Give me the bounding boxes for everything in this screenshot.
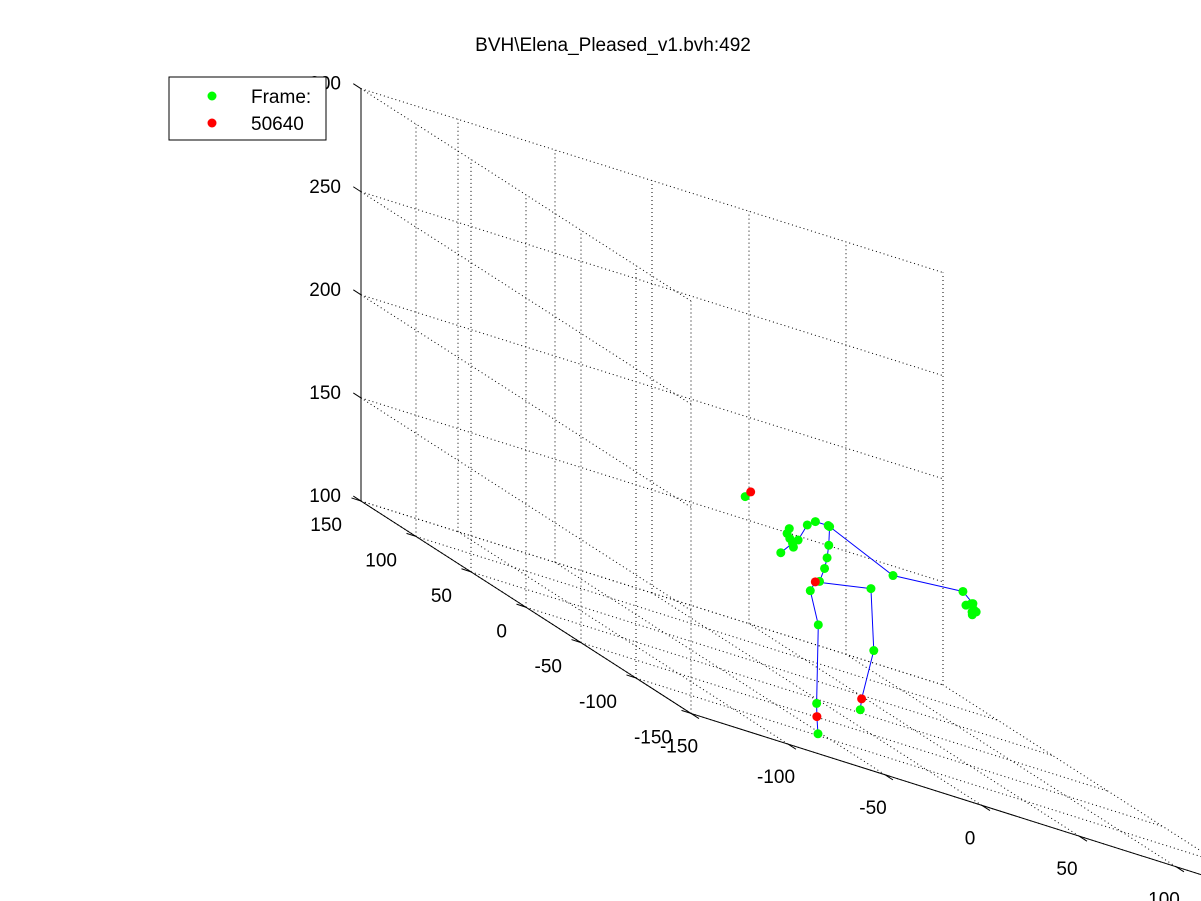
joint-marker xyxy=(888,571,898,581)
z-tick-mark xyxy=(353,495,362,502)
joint-marker xyxy=(820,563,830,573)
y-tick-mark xyxy=(626,674,637,679)
highlight-joint-marker xyxy=(857,694,867,704)
grid-line-floor-y xyxy=(580,642,1164,828)
joint-marker xyxy=(802,520,812,530)
x-tick-label: -150 xyxy=(660,736,698,757)
y-tick-mark xyxy=(516,603,527,608)
grid-line-back-z xyxy=(360,88,944,274)
x-tick-mark xyxy=(1078,835,1088,842)
skeleton-bone xyxy=(870,588,875,651)
legend[interactable]: Frame: 50640 xyxy=(168,76,327,141)
y-tick-label: 150 xyxy=(310,515,342,536)
grid-line-left-z xyxy=(360,88,692,302)
joint-marker xyxy=(813,729,823,739)
skeleton-bone xyxy=(809,590,819,625)
x-tick-mark xyxy=(690,713,700,720)
grid-line-back-z xyxy=(360,191,944,377)
z-tick-mark xyxy=(353,392,362,399)
highlight-joint-marker xyxy=(812,712,822,722)
grid-line-floor-y xyxy=(470,571,1054,757)
y-tick-mark xyxy=(461,568,472,573)
grid-line-floor-y xyxy=(635,677,1201,858)
z-tick-label: 250 xyxy=(309,177,341,198)
grid-line-floor-x xyxy=(942,684,1201,852)
joint-marker xyxy=(958,586,968,596)
grid-line-floor-x xyxy=(457,531,789,745)
joint-marker xyxy=(869,646,879,656)
y-tick-label: -50 xyxy=(535,657,562,678)
plot-area xyxy=(740,487,981,739)
skeleton-bone xyxy=(815,581,872,590)
z-tick-label: 100 xyxy=(309,486,341,507)
grid-line-left-z xyxy=(360,397,692,611)
legend-label-50640: 50640 xyxy=(251,114,304,135)
x-tick-label: -50 xyxy=(859,798,886,819)
y-tick-label: 0 xyxy=(496,621,507,642)
grid-line-left-z xyxy=(360,191,692,405)
joint-marker xyxy=(855,705,865,715)
joint-marker xyxy=(971,607,981,617)
grid-line-floor-y xyxy=(415,535,999,721)
x-tick-mark xyxy=(1175,866,1185,873)
axes xyxy=(351,83,1201,876)
grid-line-floor-y xyxy=(525,606,1109,792)
legend-box xyxy=(168,76,327,141)
y-tick-mark xyxy=(681,709,692,714)
joint-marker xyxy=(776,548,786,558)
x-tick-mark xyxy=(787,743,797,750)
chart-title: BVH\Elena_Pleased_v1.bvh:492 xyxy=(475,35,751,56)
joint-marker xyxy=(966,599,976,609)
y-tick-label: 50 xyxy=(431,586,452,607)
z-tick-label: 200 xyxy=(309,280,341,301)
joint-marker xyxy=(866,584,876,594)
skeleton-bone xyxy=(829,526,894,576)
skeleton-bone xyxy=(861,650,875,699)
z-tick-label: 150 xyxy=(309,383,341,404)
highlight-joint-marker xyxy=(810,577,820,587)
z-tick-mark xyxy=(353,83,362,90)
joint-marker xyxy=(824,540,834,550)
z-tick-mark xyxy=(353,186,362,193)
x-tick-label: 0 xyxy=(965,828,976,849)
skeleton-bone xyxy=(892,575,964,592)
grid-line-back-z xyxy=(360,294,944,480)
x-tick-label: 100 xyxy=(1148,890,1180,901)
skeleton-bone xyxy=(816,624,819,704)
joint-marker xyxy=(805,586,815,596)
legend-label-frame: Frame: xyxy=(251,87,311,108)
joint-marker xyxy=(822,553,832,563)
joint-marker xyxy=(812,698,822,708)
y-tick-label: 100 xyxy=(365,550,397,571)
x-tick-label: -100 xyxy=(757,767,795,788)
x-tick-mark xyxy=(884,774,894,781)
joint-marker xyxy=(810,517,820,527)
y-tick-label: -150 xyxy=(634,727,672,748)
joint-marker xyxy=(813,620,823,630)
joint-marker xyxy=(823,521,833,531)
grid-line-back-z xyxy=(360,397,944,583)
grid-line-floor-x xyxy=(554,561,886,776)
x-tick-mark xyxy=(981,804,991,811)
y-tick-label: -100 xyxy=(579,692,617,713)
grid-line-back-z xyxy=(360,500,944,686)
grid-line-floor-x xyxy=(748,623,1080,837)
y-tick-mark xyxy=(406,532,417,537)
highlight-joint-marker xyxy=(746,487,756,497)
x-tick-label: 50 xyxy=(1056,859,1077,880)
joint-marker xyxy=(782,528,792,538)
legend-marker-frame xyxy=(207,91,217,101)
grid-line-left-z xyxy=(360,294,692,508)
z-tick-mark xyxy=(353,289,362,296)
legend-marker-50640 xyxy=(207,118,217,128)
y-tick-mark xyxy=(571,639,582,644)
